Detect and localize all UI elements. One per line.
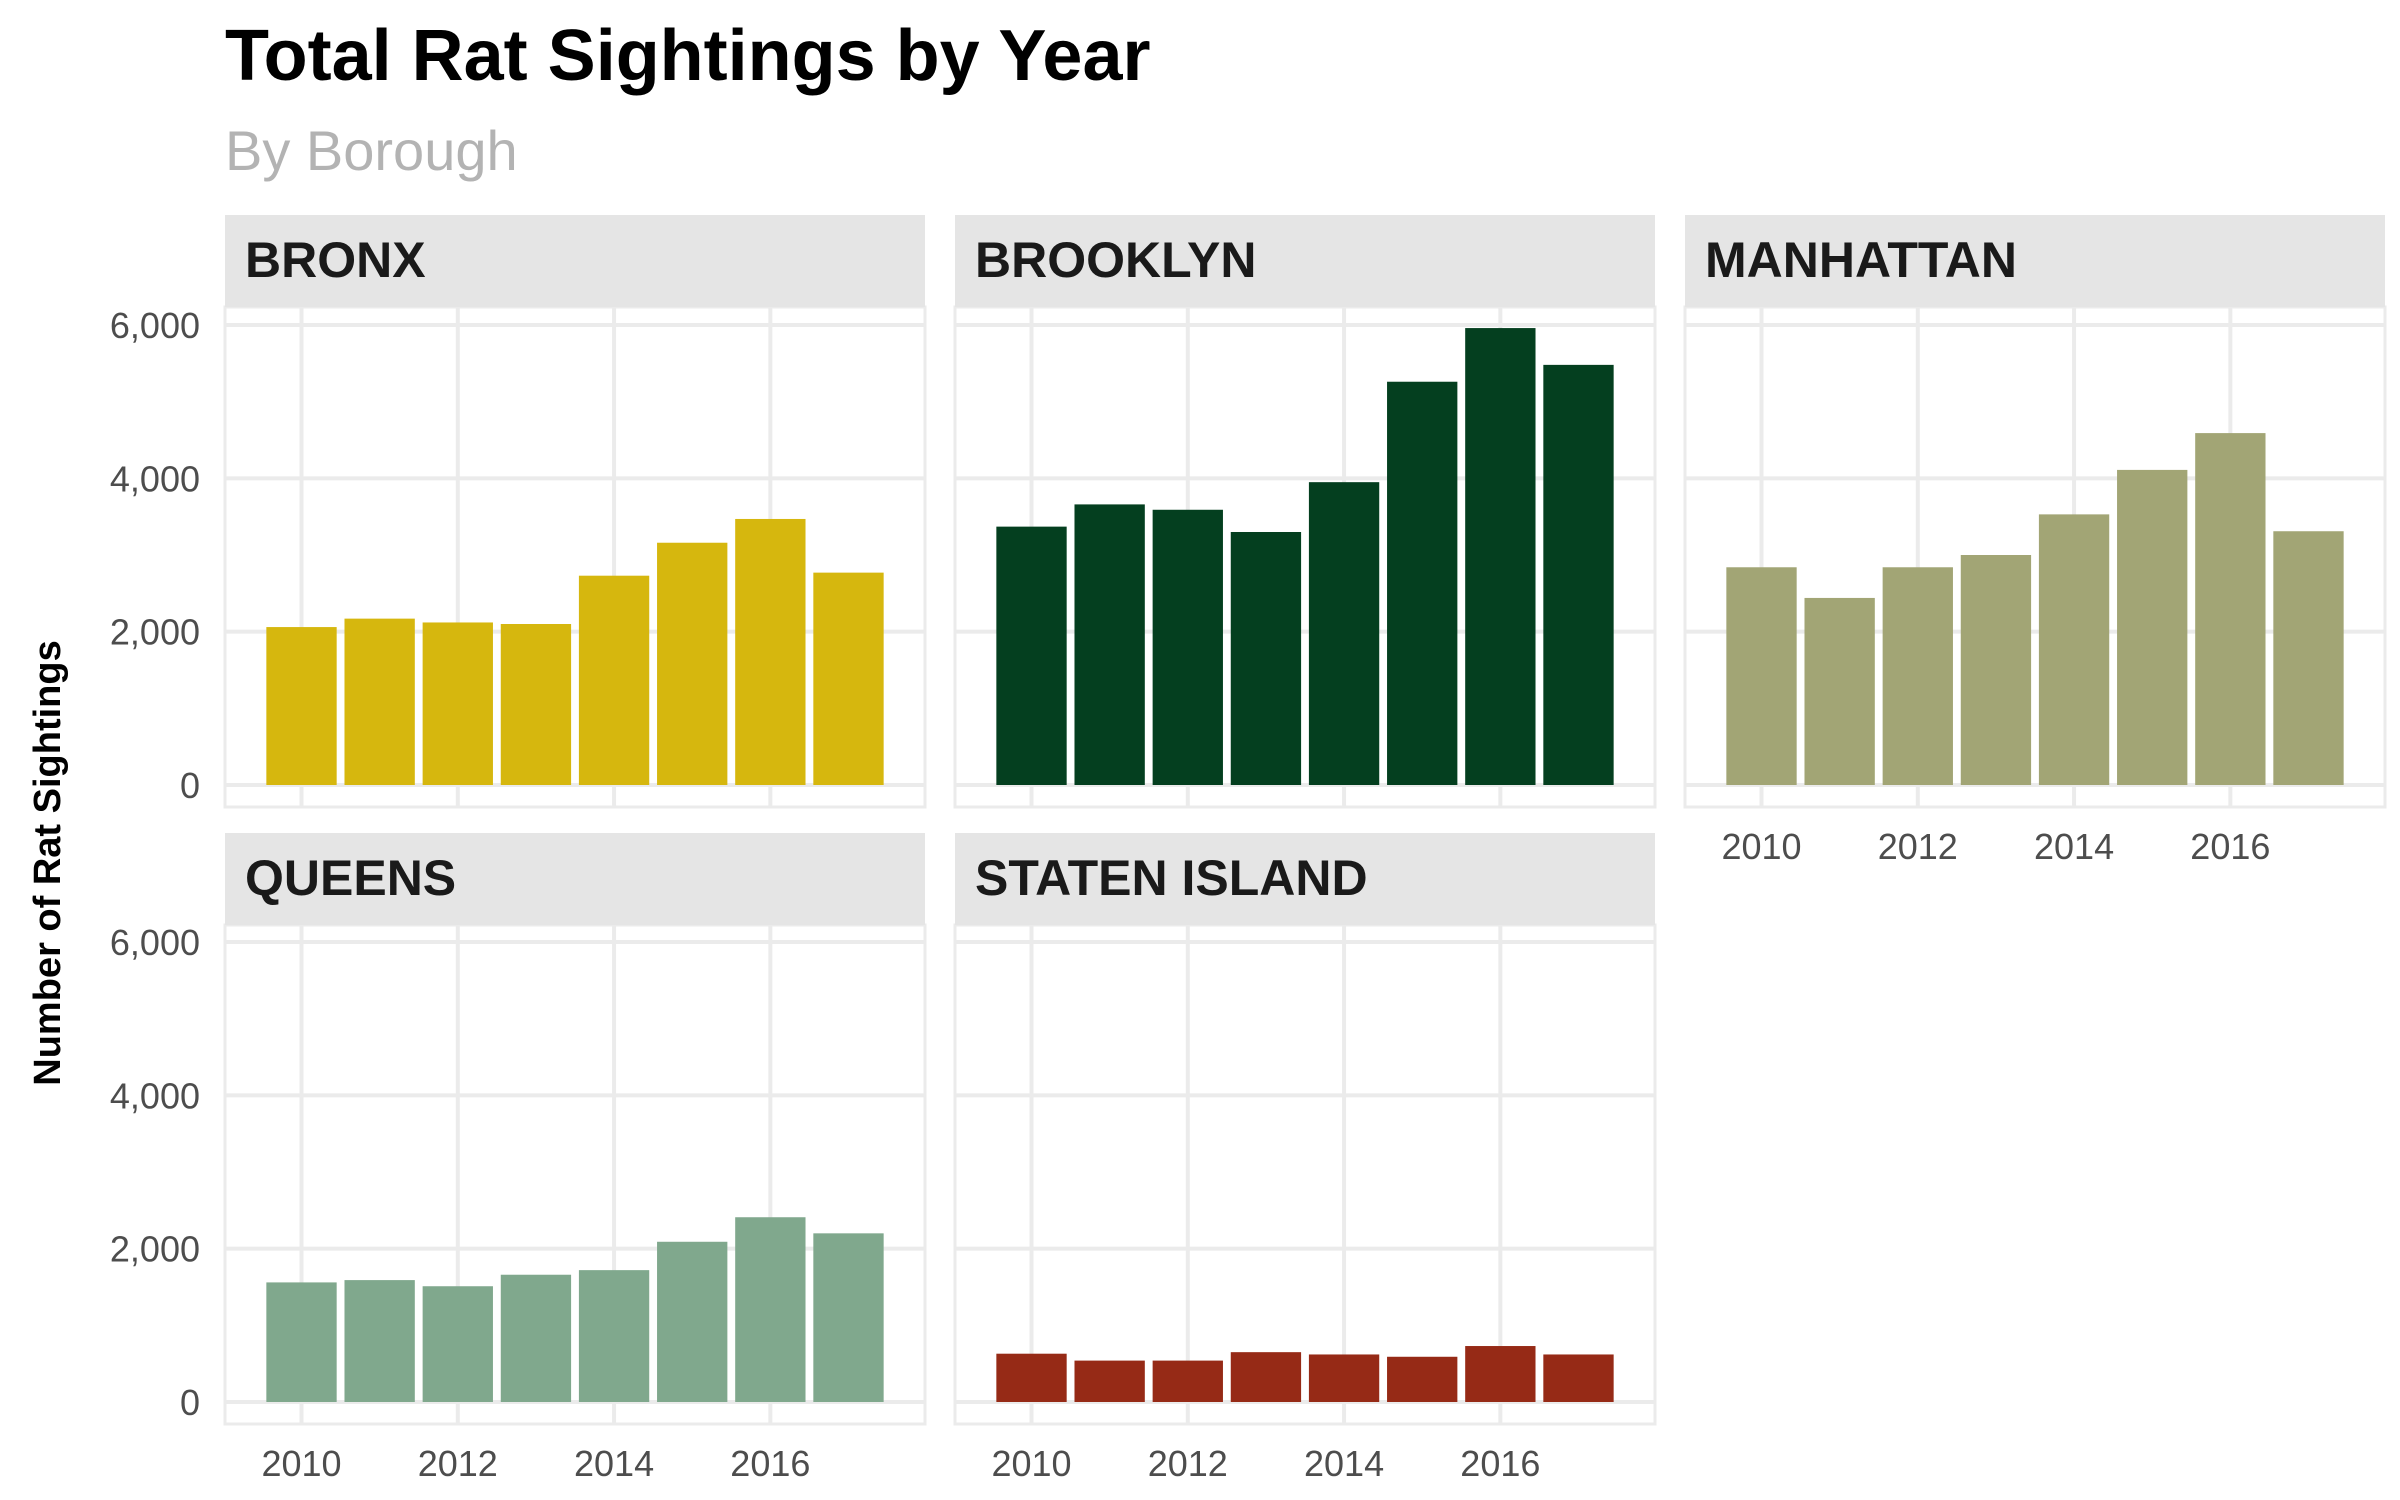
chart-subtitle: By Borough [225, 119, 518, 182]
x-tick-label: 2012 [1878, 826, 1958, 867]
bar-queens-2012 [422, 1286, 493, 1402]
facet-panels: BRONX 0 2,000 4,000 6,000 BROOKLYN MANHATTAN 20… [110, 215, 2387, 1484]
bar-staten-island-2012 [1152, 1360, 1223, 1402]
bar-manhattan-2011 [1804, 597, 1875, 785]
bar-staten-island-2010 [996, 1353, 1067, 1402]
bar-bronx-2017 [813, 572, 884, 785]
bar-brooklyn-2011 [1074, 504, 1145, 785]
y-tick-label: 2,000 [110, 612, 200, 653]
bar-manhattan-2017 [2273, 531, 2344, 785]
x-tick-label: 2016 [730, 1443, 810, 1484]
x-tick-label: 2010 [991, 1443, 1071, 1484]
facet-strip-label: BROOKLYN [975, 232, 1257, 288]
x-tick-label: 2012 [1148, 1443, 1228, 1484]
bar-brooklyn-2010 [996, 526, 1067, 785]
facet-panel-manhattan: MANHATTAN 2010 2012 2014 2016 [1683, 215, 2387, 867]
facet-strip-label: MANHATTAN [1705, 232, 2017, 288]
y-axis-label: Number of Rat Sightings [27, 640, 69, 1085]
facet-strip [1685, 215, 2385, 307]
bar-manhattan-2016 [2195, 433, 2266, 785]
bar-queens-2011 [344, 1280, 415, 1402]
facet-strip-label: BRONX [245, 232, 426, 288]
bar-queens-2015 [657, 1241, 728, 1402]
y-tick-label: 4,000 [110, 458, 200, 499]
bar-queens-2017 [813, 1233, 884, 1402]
bar-queens-2014 [578, 1270, 650, 1402]
bar-bronx-2013 [500, 624, 572, 785]
bar-manhattan-2012 [1882, 567, 1953, 785]
bar-manhattan-2010 [1726, 567, 1797, 785]
chart-title: Total Rat Sightings by Year [225, 16, 1151, 96]
bar-staten-island-2015 [1387, 1356, 1458, 1402]
facet-panel-bronx: BRONX 0 2,000 4,000 6,000 [110, 215, 927, 809]
bar-bronx-2015 [657, 542, 728, 785]
panel-border [953, 923, 1657, 1426]
y-tick-label: 2,000 [110, 1229, 200, 1270]
bar-queens-2010 [266, 1282, 337, 1402]
bar-brooklyn-2013 [1230, 532, 1302, 785]
bar-bronx-2011 [344, 618, 415, 785]
y-tick-label: 4,000 [110, 1075, 200, 1116]
facet-strip [955, 833, 1655, 925]
bar-staten-island-2017 [1543, 1354, 1614, 1402]
bar-bronx-2016 [735, 518, 806, 785]
facet-strip-label: QUEENS [245, 850, 456, 906]
y-tick-label: 0 [180, 1382, 200, 1423]
bar-brooklyn-2012 [1152, 509, 1223, 785]
bar-staten-island-2011 [1074, 1360, 1145, 1402]
facet-panel-brooklyn: BROOKLYN [953, 215, 1657, 809]
y-tick-label: 0 [180, 765, 200, 806]
x-tick-label: 2012 [418, 1443, 498, 1484]
bar-brooklyn-2015 [1387, 381, 1458, 785]
bar-brooklyn-2014 [1308, 482, 1380, 785]
bar-manhattan-2014 [2038, 514, 2110, 785]
x-tick-label: 2016 [2190, 826, 2270, 867]
bar-bronx-2012 [422, 622, 493, 785]
facet-strip [225, 833, 925, 925]
facet-panel-queens: QUEENS 0 2,000 4,000 6,000 2010 2012 2014 2016 [110, 833, 927, 1484]
bar-staten-island-2013 [1230, 1352, 1302, 1402]
y-tick-label: 6,000 [110, 305, 200, 346]
facet-strip-label: STATEN ISLAND [975, 850, 1368, 906]
bar-brooklyn-2017 [1543, 364, 1614, 785]
bar-bronx-2014 [578, 575, 650, 785]
facet-strip [955, 215, 1655, 307]
bar-brooklyn-2016 [1465, 328, 1536, 785]
bar-staten-island-2014 [1308, 1354, 1380, 1402]
bar-queens-2016 [735, 1217, 806, 1402]
bar-staten-island-2016 [1465, 1346, 1536, 1402]
x-tick-label: 2016 [1460, 1443, 1540, 1484]
bar-bronx-2010 [266, 627, 337, 785]
bar-queens-2013 [500, 1274, 572, 1402]
x-tick-label: 2010 [261, 1443, 341, 1484]
facet-strip [225, 215, 925, 307]
y-tick-label: 6,000 [110, 922, 200, 963]
bar-manhattan-2013 [1960, 555, 2032, 785]
x-tick-label: 2014 [1304, 1443, 1384, 1484]
facet-panel-staten-island: STATEN ISLAND 2010 2012 2014 2016 [953, 833, 1657, 1484]
x-tick-label: 2014 [574, 1443, 654, 1484]
bar-manhattan-2015 [2117, 469, 2188, 785]
x-tick-label: 2014 [2034, 826, 2114, 867]
x-tick-label: 2010 [1721, 826, 1801, 867]
